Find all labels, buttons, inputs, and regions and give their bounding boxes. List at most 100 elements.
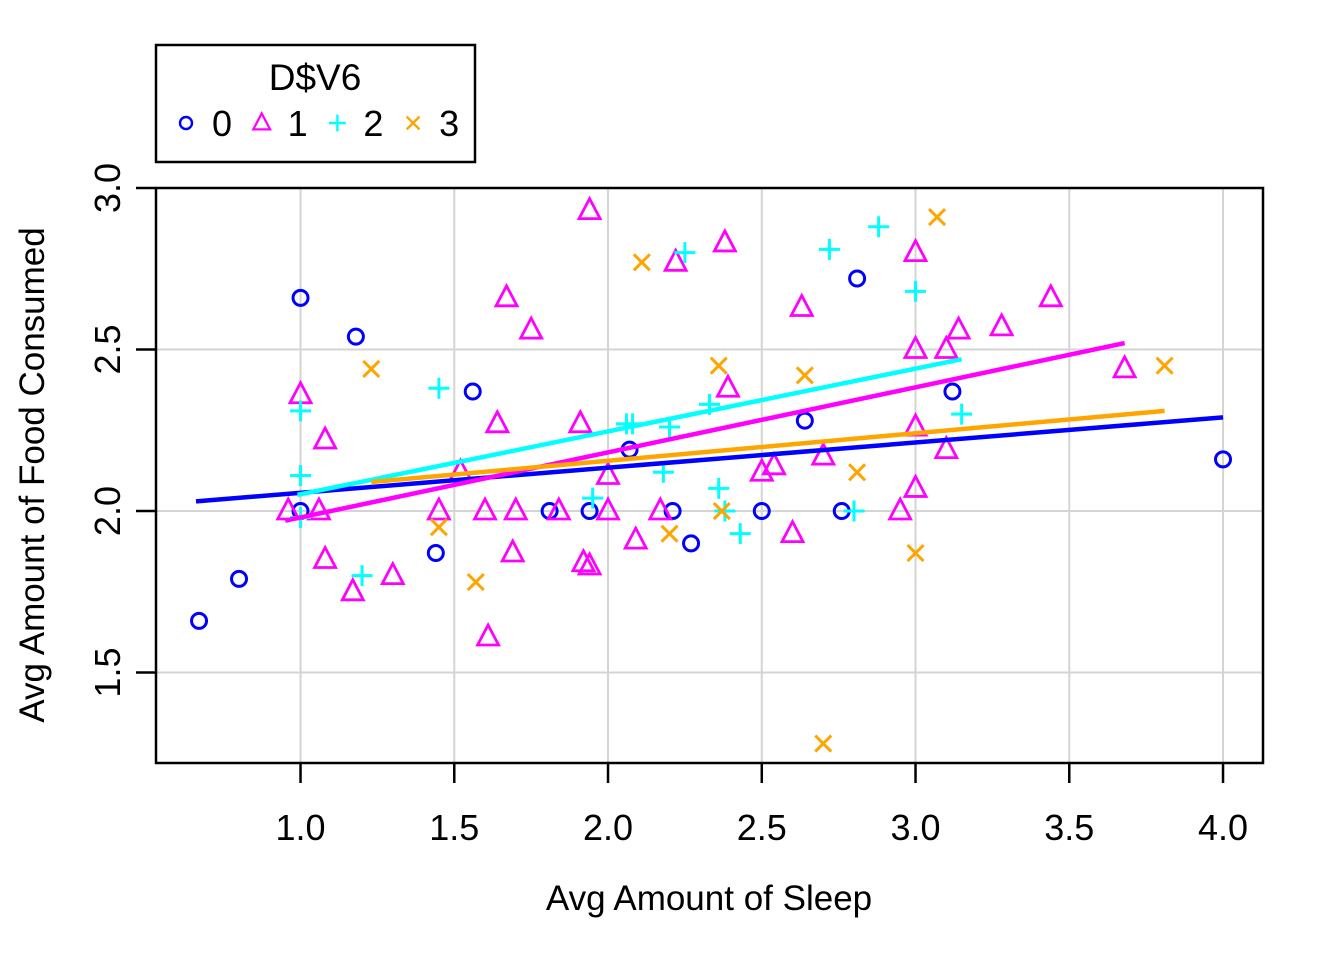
point-marker-triangle	[576, 550, 603, 576]
point-marker-plus	[905, 280, 927, 302]
legend-item-label: 3	[439, 103, 459, 144]
point-marker-triangle	[662, 247, 689, 272]
series-group-2	[290, 216, 973, 587]
axis-ticks-layer	[136, 186, 1225, 783]
point-marker-circle	[682, 534, 701, 553]
point-marker-plus	[843, 500, 865, 522]
point-marker-plus	[708, 477, 730, 499]
point-marker-circle	[943, 382, 962, 401]
point-marker-circle	[795, 411, 814, 430]
x-tick-label: 2.0	[583, 807, 633, 848]
x-tick-label: 4.0	[1198, 807, 1248, 848]
x-tick-label: 2.5	[737, 807, 787, 848]
point-marker-triangle	[902, 237, 929, 263]
point-marker-circle	[291, 288, 310, 307]
x-axis-title: Avg Amount of Sleep	[546, 879, 872, 918]
point-marker-plus	[351, 565, 373, 587]
point-marker-triangle	[312, 424, 338, 450]
point-marker-x	[814, 734, 833, 753]
point-marker-triangle	[499, 538, 526, 563]
point-marker-triangle	[251, 110, 272, 131]
point-marker-triangle	[306, 496, 332, 521]
tick-labels-layer: 1.0 1.5 2.0 2.5 3.0 3.5 4.0 1.5 2.0 2.5 3.0	[87, 163, 1248, 848]
point-marker-triangle	[570, 547, 597, 573]
series-group-1	[275, 195, 1138, 647]
point-marker-plus	[818, 238, 840, 260]
x-tick-label: 1.0	[276, 807, 326, 848]
point-marker-x	[632, 253, 651, 272]
fit-line-series-2	[296, 357, 963, 498]
point-marker-triangle	[988, 311, 1015, 337]
point-marker-triangle	[475, 622, 501, 647]
point-marker-triangle	[647, 496, 674, 521]
point-marker-x	[466, 573, 485, 592]
point-marker-x	[927, 208, 947, 227]
gridlines-layer	[156, 187, 1263, 763]
x-tick-label: 1.5	[429, 807, 479, 848]
fit-lines-layer	[195, 340, 1224, 523]
point-marker-triangle	[788, 292, 815, 317]
legend-items: 0 1 2 3	[178, 103, 459, 144]
point-marker-circle	[190, 611, 209, 630]
fit-line-series-1	[284, 340, 1126, 523]
point-marker-triangle	[902, 473, 929, 498]
point-marker-circle	[230, 569, 249, 588]
point-marker-plus	[868, 216, 890, 238]
point-marker-triangle	[518, 315, 544, 340]
point-marker-triangle	[887, 496, 913, 521]
point-marker-triangle	[576, 195, 603, 221]
point-marker-plus	[329, 114, 346, 132]
legend-item-label: 1	[288, 103, 308, 144]
point-marker-circle	[178, 115, 194, 131]
point-marker-triangle	[567, 408, 594, 434]
point-marker-circle	[1214, 450, 1233, 469]
point-marker-triangle	[902, 334, 929, 359]
point-marker-x	[795, 366, 814, 385]
series-group-3	[362, 208, 1174, 753]
point-marker-plus	[674, 242, 696, 264]
point-marker-x	[429, 518, 448, 537]
point-marker-triangle	[426, 496, 452, 521]
point-marker-triangle	[715, 373, 741, 398]
point-marker-triangle	[748, 457, 775, 482]
plot-border	[154, 186, 1265, 765]
legend: D$V6 0 1 2 3	[154, 43, 477, 164]
legend-item-label: 0	[212, 103, 232, 144]
point-marker-triangle	[595, 496, 621, 521]
point-marker-triangle	[779, 518, 806, 544]
y-tick-label: 3.0	[87, 163, 128, 213]
point-marker-circle	[580, 502, 599, 521]
point-marker-x	[709, 356, 728, 375]
point-marker-triangle	[1038, 282, 1064, 308]
point-marker-triangle	[595, 460, 621, 485]
point-marker-x	[906, 543, 925, 563]
point-marker-plus	[428, 377, 450, 399]
point-marker-circle	[752, 502, 771, 521]
point-marker-triangle	[502, 496, 529, 521]
legend-item-label: 2	[363, 103, 383, 144]
point-marker-x	[405, 115, 421, 131]
x-tick-label: 3.0	[891, 807, 941, 848]
data-points-layer	[190, 195, 1233, 753]
point-marker-circle	[426, 544, 445, 563]
point-marker-triangle	[339, 576, 366, 602]
point-marker-plus	[582, 487, 604, 509]
point-marker-x	[1155, 356, 1174, 375]
point-marker-plus	[290, 465, 312, 486]
x-tick-label: 3.5	[1044, 807, 1094, 848]
point-marker-triangle	[810, 441, 837, 466]
point-marker-triangle	[472, 496, 498, 521]
point-marker-triangle	[933, 434, 960, 460]
fit-line-series-3	[371, 408, 1165, 485]
point-marker-triangle	[484, 408, 511, 434]
point-marker-triangle	[933, 334, 960, 359]
legend-box	[154, 43, 477, 164]
legend-title: D$V6	[269, 57, 362, 98]
point-marker-circle	[848, 269, 867, 288]
point-marker-triangle	[379, 560, 406, 586]
point-marker-x	[712, 501, 731, 521]
fit-line-series-0	[195, 415, 1224, 504]
point-marker-triangle	[945, 315, 972, 340]
